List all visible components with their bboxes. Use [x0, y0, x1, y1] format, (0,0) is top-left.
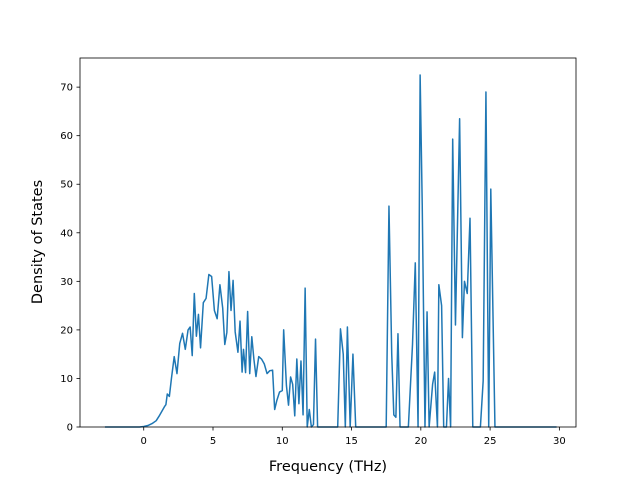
- x-axis-label: Frequency (THz): [269, 459, 387, 475]
- y-tick-label: 60: [60, 131, 73, 142]
- x-tick-label: 25: [484, 436, 497, 447]
- x-tick-label: 20: [414, 436, 427, 447]
- y-axis-ticks: 0 10 20 30 40 50 60 70: [60, 83, 80, 434]
- dos-series-line: [104, 74, 557, 428]
- y-tick-label: 0: [67, 423, 73, 434]
- x-tick-label: 10: [276, 436, 289, 447]
- y-tick-label: 70: [60, 83, 73, 94]
- axes-frame: [79, 57, 577, 428]
- x-tick-label: 0: [141, 436, 147, 447]
- y-tick-label: 50: [60, 180, 73, 191]
- plot-area: [79, 57, 577, 428]
- x-axis-ticks: 0 5 10 15 20 25 30: [141, 427, 566, 447]
- y-tick-label: 40: [60, 228, 73, 239]
- y-tick-label: 30: [60, 277, 73, 288]
- x-tick-label: 15: [345, 436, 358, 447]
- y-tick-label: 10: [60, 374, 73, 385]
- x-tick-label: 5: [210, 436, 216, 447]
- x-tick-label: 30: [553, 436, 566, 447]
- y-tick-label: 20: [60, 325, 73, 336]
- y-axis-label: Density of States: [30, 180, 46, 304]
